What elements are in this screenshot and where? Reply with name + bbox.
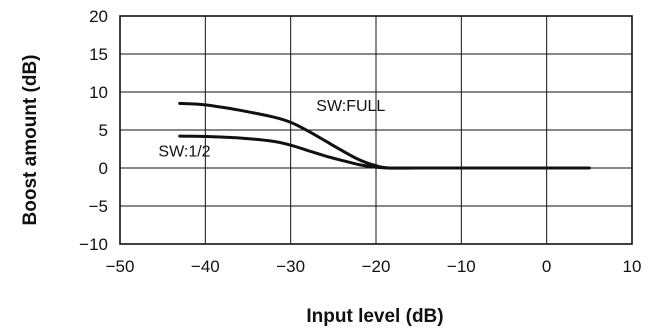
- y-tick-label: 20: [89, 7, 108, 26]
- plot-frame: [119, 15, 633, 245]
- grid: [119, 15, 633, 245]
- series-line-sw-half: [178, 134, 591, 170]
- series-annotation: SW:FULL: [316, 98, 385, 115]
- series-annotation: SW:1/2: [158, 144, 210, 161]
- y-axis-title: Boost amount (dB): [20, 55, 41, 226]
- x-tick-label: −40: [191, 257, 220, 276]
- x-tick-label: −30: [276, 257, 305, 276]
- x-tick-label: 0: [542, 257, 551, 276]
- series-layer: [178, 101, 591, 170]
- y-tick-label: 10: [89, 83, 108, 102]
- y-tick-label: 15: [89, 45, 108, 64]
- x-tick-label: −10: [447, 257, 476, 276]
- x-axis-title: Input level (dB): [306, 306, 443, 327]
- y-tick-label: 0: [99, 159, 108, 178]
- y-tick-labels: −10 −5 0 5 10 15 20: [79, 7, 108, 254]
- y-tick-label: −10: [79, 235, 108, 254]
- x-tick-label: −20: [362, 257, 391, 276]
- y-tick-label: −5: [89, 197, 108, 216]
- x-tick-labels: −50 −40 −30 −20 −10 0 10: [106, 257, 642, 276]
- x-tick-label: 10: [623, 257, 642, 276]
- annotations: SW:FULL SW:1/2: [158, 98, 385, 161]
- y-tick-label: 5: [99, 121, 108, 140]
- x-tick-label: −50: [106, 257, 135, 276]
